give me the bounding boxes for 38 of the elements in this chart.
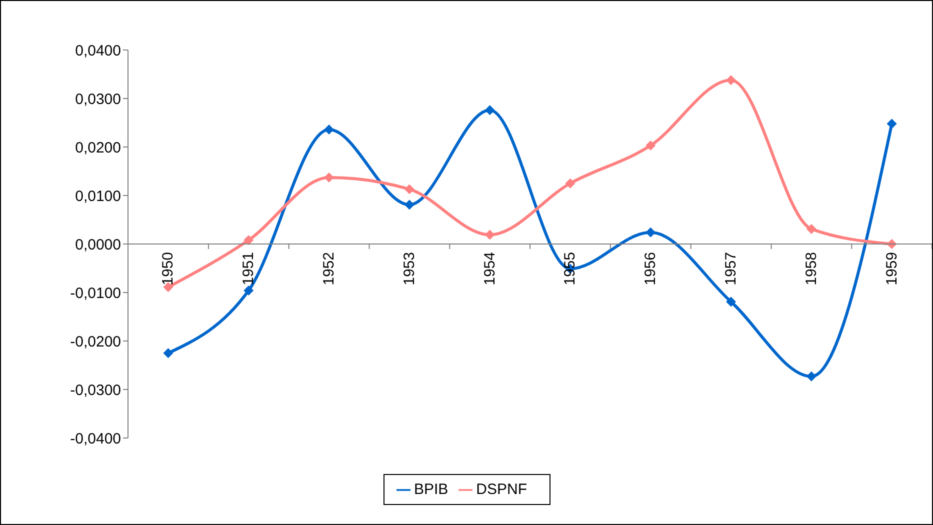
x-tick-label: 1953 — [400, 252, 418, 286]
y-tick-label: 0,0000 — [75, 236, 121, 254]
y-tick-label: -0,0400 — [70, 430, 121, 448]
y-tick-label: 0,0100 — [75, 188, 121, 205]
point — [484, 230, 495, 240]
y-tick-label: -0,0300 — [70, 382, 121, 399]
legend-label: DSPNF — [476, 481, 528, 498]
y-tick-label: 0,0300 — [75, 90, 121, 108]
x-tick-label: 1955 — [562, 252, 579, 286]
point — [646, 227, 656, 238]
x-tick-label: 1952 — [320, 252, 338, 286]
point — [324, 172, 334, 183]
x-tick-label: 1951 — [240, 252, 258, 286]
point — [726, 296, 736, 307]
point — [324, 124, 334, 135]
point — [565, 178, 576, 188]
x-tick-label: 1954 — [481, 252, 498, 286]
x-tick-label: 1958 — [802, 252, 820, 286]
point — [244, 235, 254, 246]
point — [404, 200, 414, 210]
legend-label: BPIB — [414, 481, 448, 498]
point — [484, 105, 495, 116]
point — [163, 348, 174, 358]
point — [404, 184, 414, 194]
y-tick-label: 0,0200 — [75, 139, 121, 156]
x-tick-label: 1950 — [160, 252, 177, 286]
x-tick-label: 1959 — [883, 252, 900, 286]
point — [646, 140, 656, 151]
y-tick-label: -0,0100 — [70, 284, 121, 302]
point — [806, 371, 816, 382]
y-tick-label: -0,0200 — [70, 333, 121, 350]
x-tick-label: 1957 — [722, 252, 740, 286]
point — [886, 118, 897, 129]
point — [726, 75, 736, 86]
point — [244, 286, 254, 296]
y-tick-label: 0,0400 — [75, 42, 121, 60]
x-tick-label: 1956 — [642, 252, 660, 286]
point — [806, 224, 816, 234]
